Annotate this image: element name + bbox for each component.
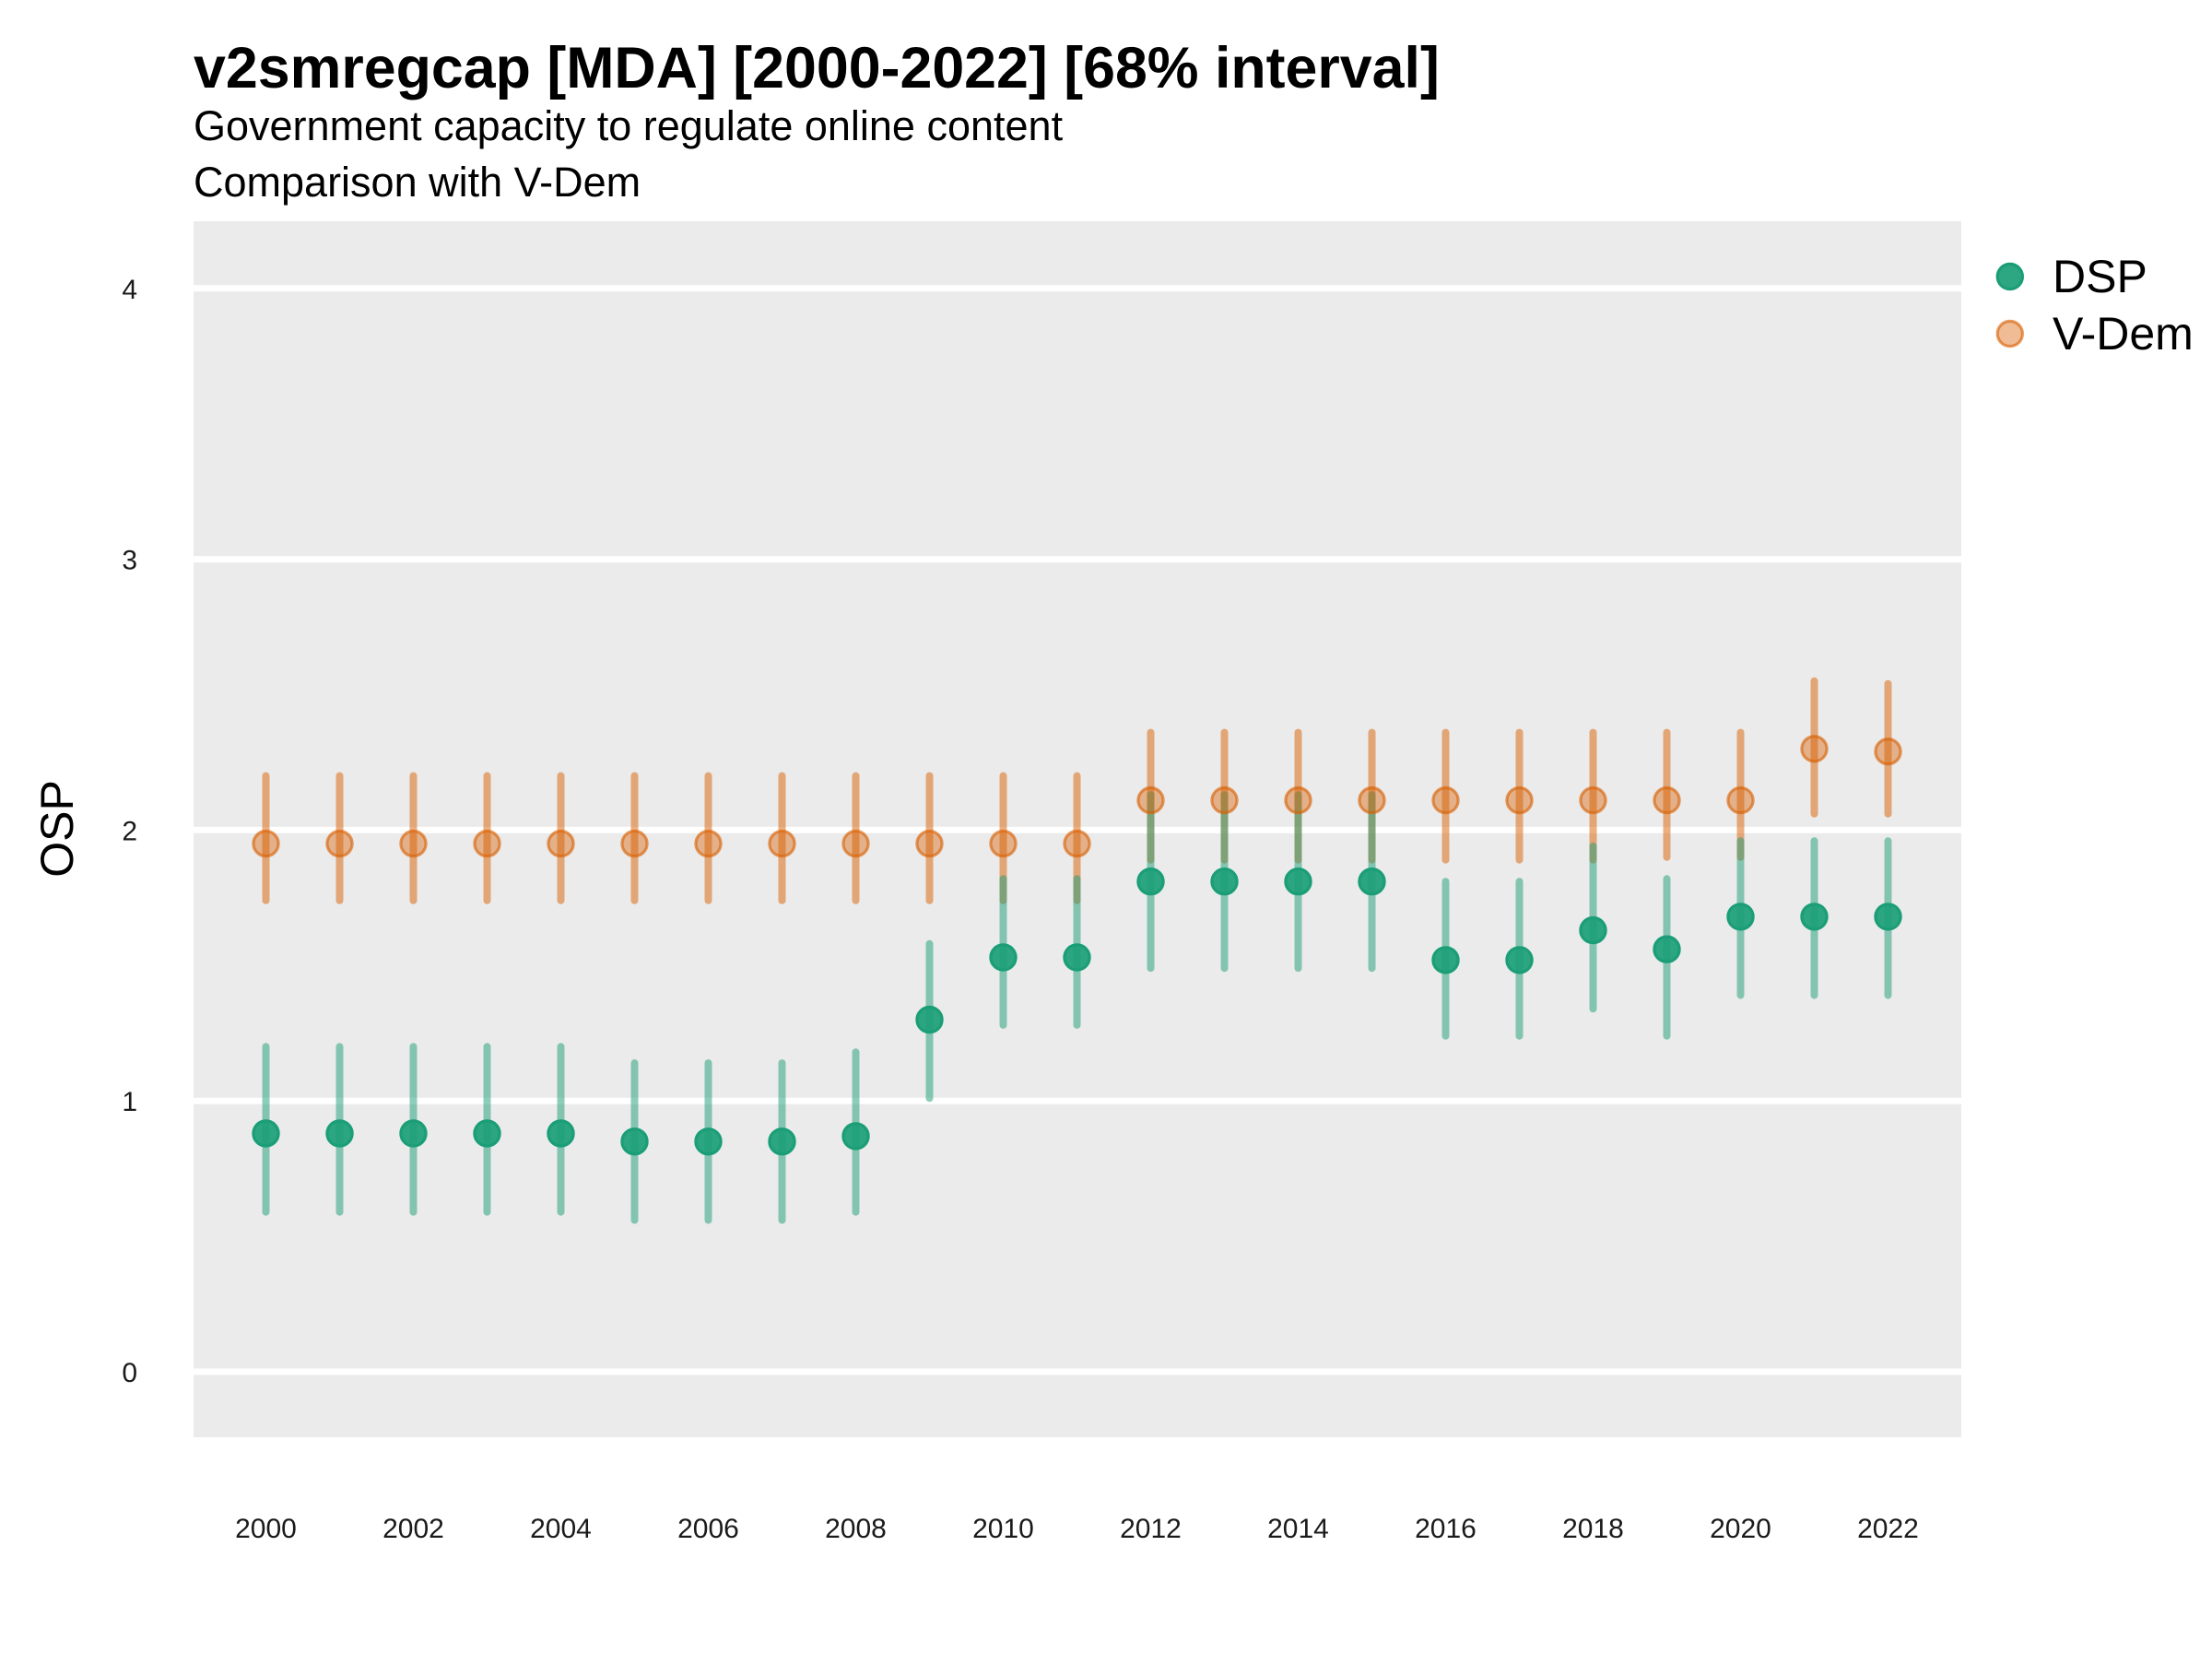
- svg-text:2012: 2012: [1120, 1514, 1182, 1544]
- svg-text:3: 3: [122, 546, 137, 576]
- svg-text:2006: 2006: [677, 1514, 739, 1544]
- svg-text:V-Dem: V-Dem: [2053, 308, 2194, 360]
- svg-text:2008: 2008: [825, 1514, 887, 1544]
- svg-text:2002: 2002: [382, 1514, 444, 1544]
- svg-text:2018: 2018: [1562, 1514, 1624, 1544]
- svg-text:2000: 2000: [235, 1514, 297, 1544]
- svg-text:2004: 2004: [530, 1514, 592, 1544]
- svg-text:2010: 2010: [972, 1514, 1034, 1544]
- svg-text:4: 4: [122, 275, 137, 305]
- svg-text:2016: 2016: [1415, 1514, 1477, 1544]
- svg-text:DSP: DSP: [2053, 251, 2147, 302]
- svg-text:0: 0: [122, 1358, 137, 1388]
- svg-text:2022: 2022: [1857, 1514, 1919, 1544]
- svg-text:1: 1: [122, 1087, 137, 1117]
- svg-text:2020: 2020: [1710, 1514, 1771, 1544]
- svg-text:2014: 2014: [1267, 1514, 1329, 1544]
- svg-text:OSP: OSP: [31, 780, 83, 878]
- svg-text:2: 2: [122, 816, 137, 846]
- svg-text:Comparison with V-Dem: Comparison with V-Dem: [194, 159, 641, 206]
- svg-text:v2smregcap [MDA] [2000-2022] [: v2smregcap [MDA] [2000-2022] [68% interv…: [194, 36, 1440, 100]
- svg-text:Government capacity to regulat: Government capacity to regulate online c…: [194, 102, 1064, 149]
